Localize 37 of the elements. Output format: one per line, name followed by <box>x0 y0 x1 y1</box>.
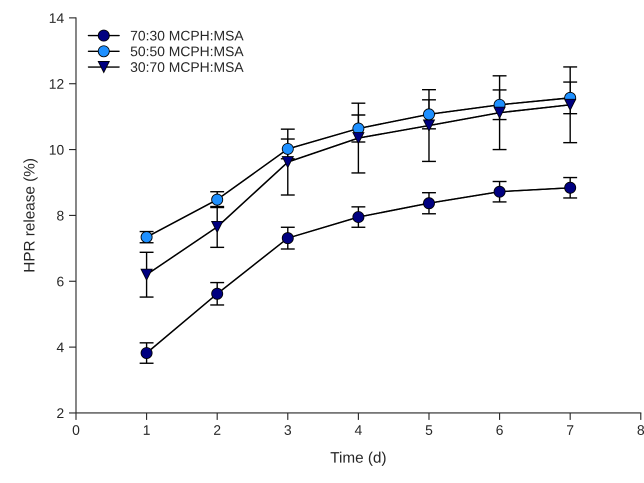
point <box>352 132 364 144</box>
legend-label: 30:70 MCPH:MSA <box>130 62 244 72</box>
y-tick-label: 2 <box>57 408 64 418</box>
point <box>494 186 506 198</box>
point <box>352 211 364 224</box>
point <box>564 98 576 111</box>
point <box>423 108 435 120</box>
y-tick-label: 10 <box>50 144 64 155</box>
point <box>564 182 576 194</box>
point <box>423 120 435 132</box>
y-axis-title: HPR release (%) <box>23 159 38 272</box>
point <box>494 106 506 119</box>
point <box>211 288 224 300</box>
y-tick-label: 8 <box>57 210 64 221</box>
point <box>282 156 294 168</box>
point <box>211 220 224 233</box>
y-tick-label: 14 <box>50 13 64 23</box>
point <box>423 197 435 210</box>
y-tick-label: 4 <box>56 342 64 352</box>
x-tick-label: 1 <box>144 425 150 435</box>
x-tick-label: 5 <box>426 425 432 435</box>
x-tick-label: 8 <box>638 425 644 435</box>
x-tick-label: 3 <box>284 425 292 435</box>
y-tick-label: 12 <box>50 79 64 89</box>
x-tick-label: 2 <box>214 425 220 435</box>
point <box>140 268 153 281</box>
x-tick-label: 4 <box>354 425 362 435</box>
x-tick-label: 6 <box>496 425 503 435</box>
x-tick-label: 0 <box>72 425 80 435</box>
x-tick-label: 7 <box>567 425 574 435</box>
legend-label: 50:50 MCPH:MSA <box>130 46 244 56</box>
point <box>140 347 153 360</box>
legend-label: 70:30 MCPH:MSA <box>130 30 244 41</box>
x-axis-title: Time (d) <box>330 452 386 466</box>
point <box>282 232 294 244</box>
y-tick-label: 6 <box>57 276 64 286</box>
point <box>282 142 294 155</box>
